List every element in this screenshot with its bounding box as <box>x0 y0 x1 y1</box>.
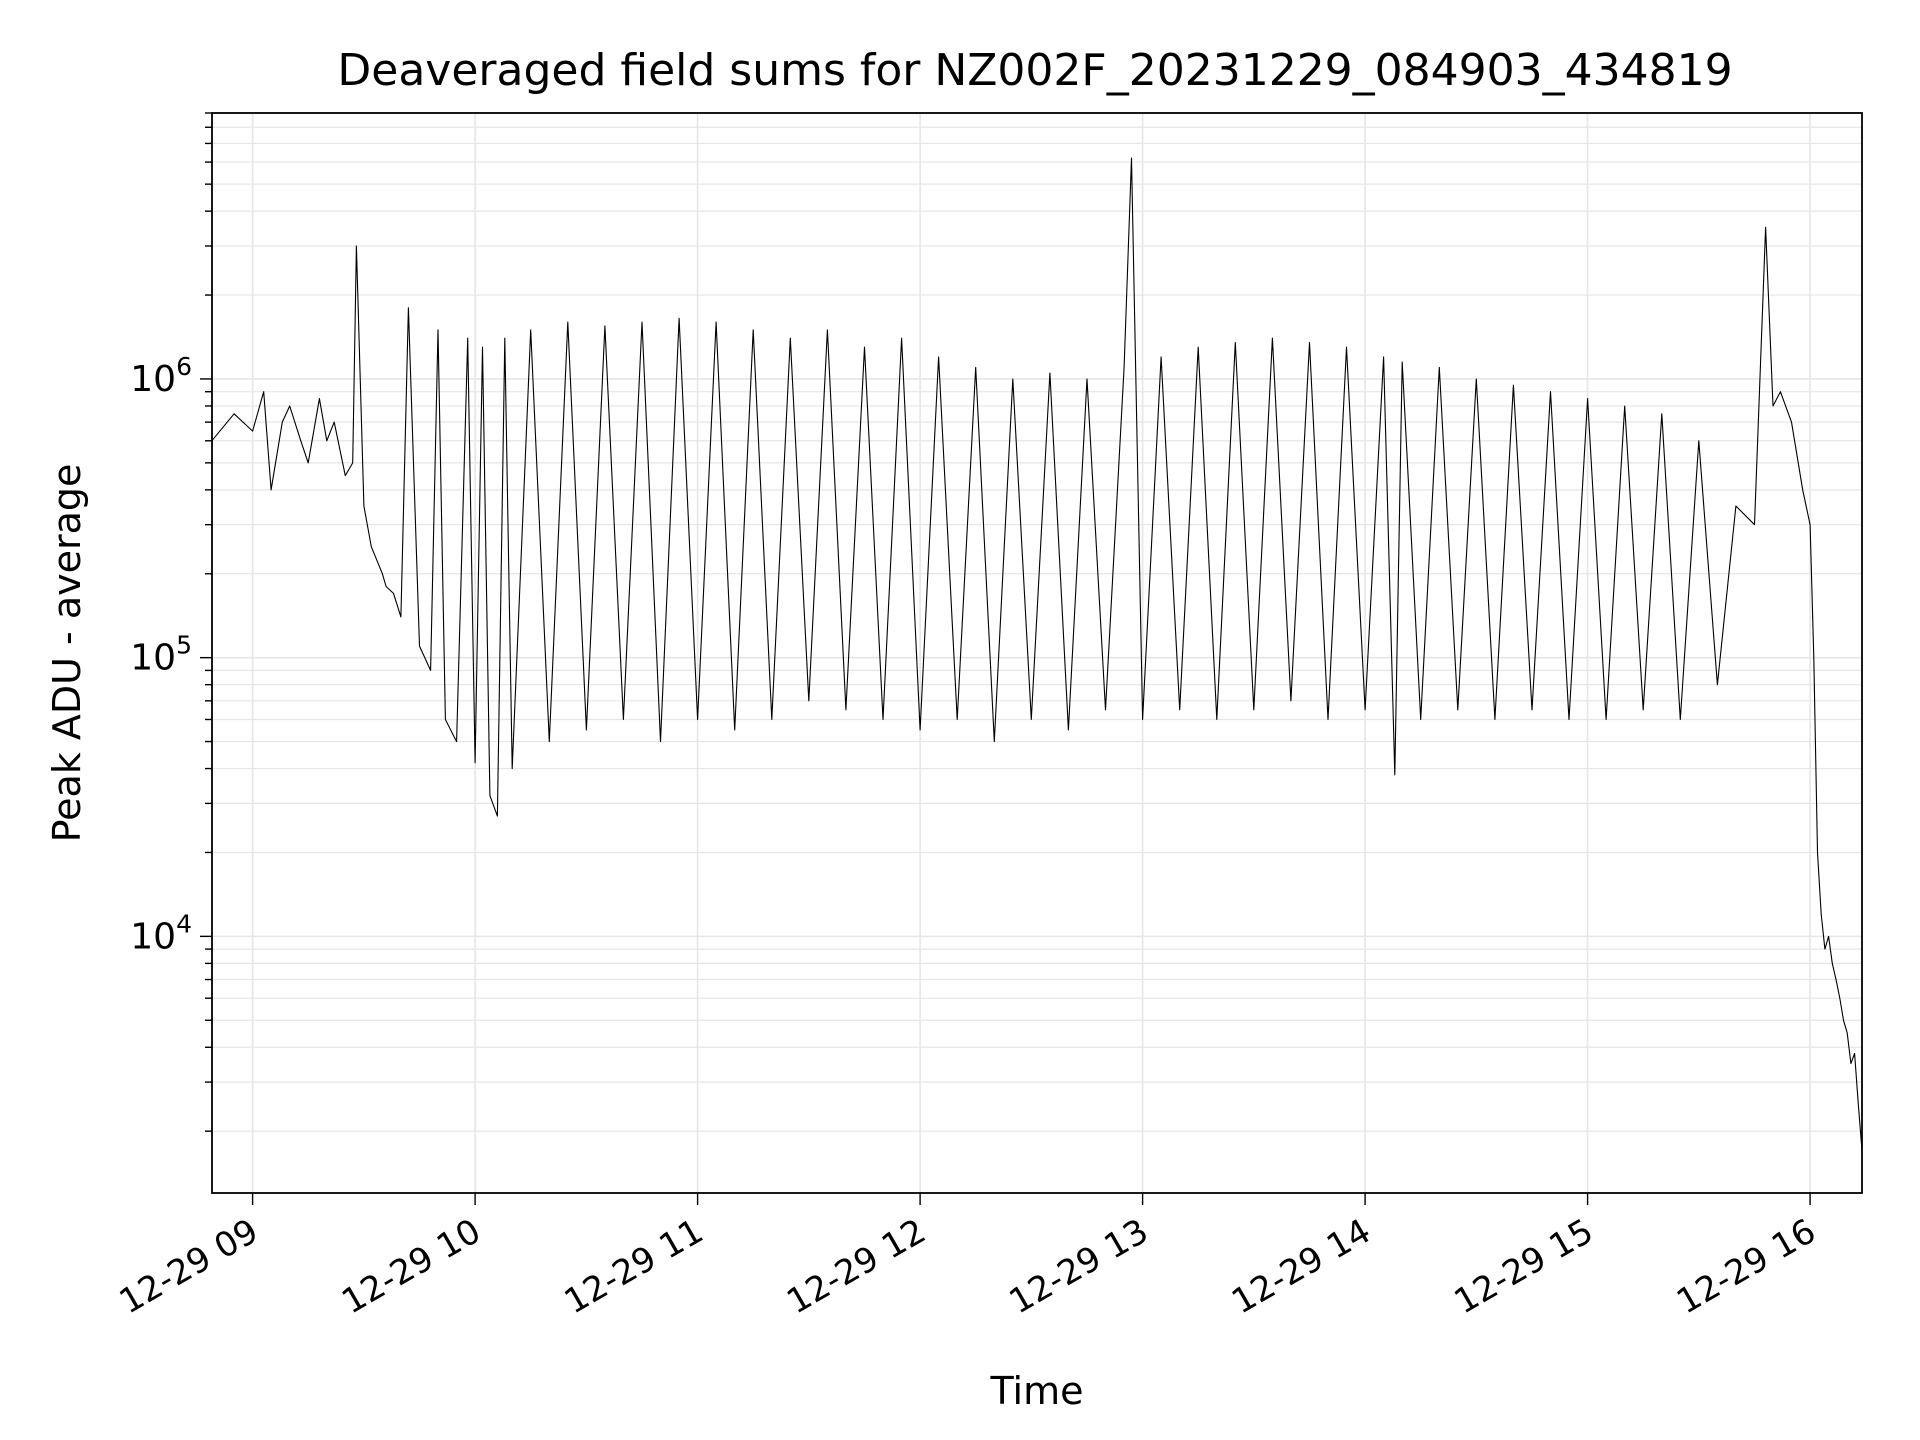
x-tick-label: 12-29 10 <box>335 1211 487 1322</box>
x-tick-label: 12-29 09 <box>113 1211 265 1322</box>
data-series-line <box>211 157 1863 1151</box>
grid <box>212 112 1862 1193</box>
y-tick-label-base: 10 <box>130 359 176 400</box>
x-tick-label: 12-29 15 <box>1448 1211 1600 1322</box>
axes: 12-29 09 12-29 10 12-29 11 12-29 12 12-29 13… <box>113 112 1823 1322</box>
y-tick-label-exponent: 4 <box>176 909 192 938</box>
x-tick-label: 12-29 14 <box>1225 1211 1377 1322</box>
y-tick-label-base: 10 <box>130 916 176 957</box>
x-tick-label: 12-29 13 <box>1003 1211 1155 1322</box>
y-tick-label-exponent: 6 <box>176 352 192 381</box>
y-tick-label: 105 <box>130 631 192 679</box>
y-tick-label: 104 <box>130 909 192 957</box>
x-tick-label: 12-29 16 <box>1670 1211 1822 1322</box>
x-tick-label: 12-29 12 <box>780 1211 932 1322</box>
y-tick-label-base: 10 <box>130 638 176 679</box>
chart-title: Deaveraged field sums for NZ002F_2023122… <box>337 45 1732 96</box>
x-axis-label: Time <box>990 1369 1084 1413</box>
y-tick-label: 106 <box>130 352 192 400</box>
plot-frame <box>211 112 1863 1194</box>
x-tick-label: 12-29 11 <box>558 1211 710 1322</box>
y-axis-label: Peak ADU - average <box>45 464 89 843</box>
y-tick-label-exponent: 5 <box>176 631 192 660</box>
